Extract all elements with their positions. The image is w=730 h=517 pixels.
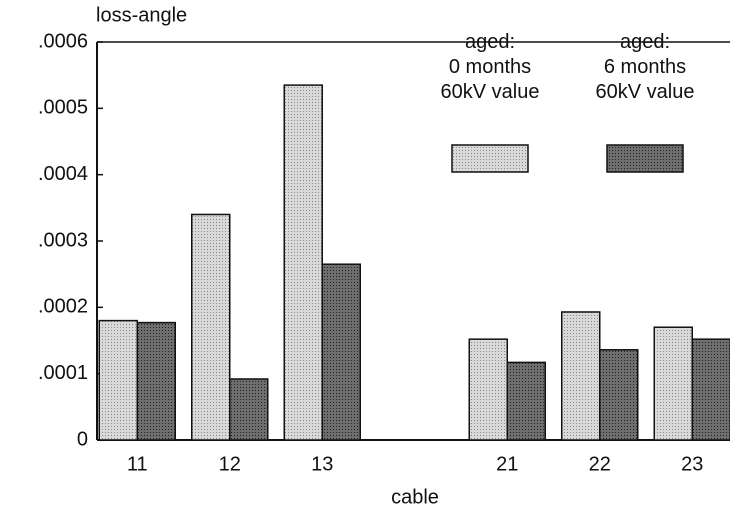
- y-axis-label: loss-angle: [96, 4, 187, 26]
- legend-swatch: [451, 144, 529, 173]
- y-tick-label: 0: [77, 428, 88, 450]
- legend-label: aged: 6 months 60kV value: [595, 31, 695, 103]
- bar: [506, 361, 546, 441]
- y-tick-label: .0003: [38, 229, 88, 251]
- legend-swatch: [606, 144, 684, 173]
- x-tick-label: 21: [496, 453, 518, 475]
- bar: [321, 263, 361, 441]
- x-tick-label: 11: [127, 453, 148, 475]
- bar: [468, 338, 508, 441]
- bar: [283, 84, 323, 441]
- x-tick-label: 12: [219, 453, 241, 475]
- x-tick-label: 23: [681, 453, 703, 475]
- x-tick-label: 22: [589, 453, 611, 475]
- y-tick-label: .0006: [38, 30, 88, 52]
- y-tick-label: .0005: [38, 97, 88, 119]
- y-tick-label: .0001: [38, 362, 88, 384]
- bar: [653, 326, 693, 441]
- bar: [136, 321, 176, 441]
- x-tick-label: 13: [311, 453, 333, 475]
- bar: [98, 319, 138, 441]
- legend-label: aged: 0 months 60kV value: [440, 31, 540, 103]
- y-tick-label: .0002: [38, 296, 88, 318]
- bar: [191, 213, 231, 441]
- x-axis-label: cable: [391, 486, 439, 508]
- y-tick-label: .0004: [38, 163, 88, 185]
- bar: [599, 349, 639, 441]
- bar: [229, 378, 269, 441]
- bar: [691, 338, 730, 441]
- bar: [561, 311, 601, 441]
